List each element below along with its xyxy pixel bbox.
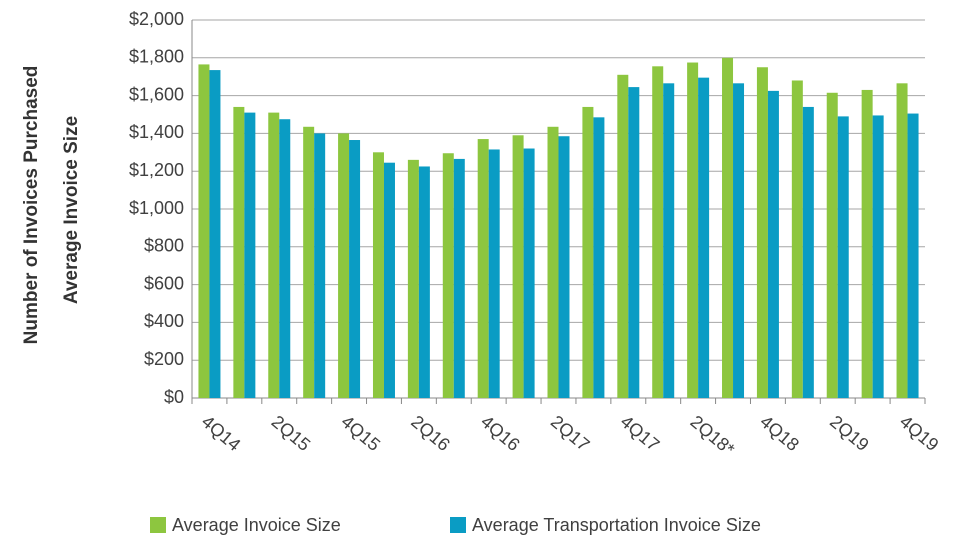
y-tick-label: $1,800 bbox=[129, 47, 184, 67]
legend-swatch bbox=[450, 517, 466, 533]
bar bbox=[512, 135, 524, 399]
y-tick-label: $0 bbox=[164, 387, 184, 407]
legend-swatch bbox=[150, 517, 166, 533]
bar bbox=[582, 106, 594, 398]
bar bbox=[628, 87, 640, 398]
y-tick-label: $1,000 bbox=[129, 198, 184, 218]
legend-label: Average Invoice Size bbox=[172, 515, 341, 535]
bar bbox=[453, 158, 465, 398]
bar bbox=[209, 70, 221, 399]
bar bbox=[268, 112, 280, 399]
y-axis-title: Number of Invoices Purchased bbox=[21, 66, 42, 345]
bar bbox=[872, 115, 884, 398]
x-tick-label: 2Q16 bbox=[407, 411, 454, 455]
x-tick-label: 2Q15 bbox=[268, 411, 315, 455]
y-tick-label: $1,600 bbox=[129, 84, 184, 104]
y-axis-title: Average Invoice Size bbox=[61, 116, 82, 304]
bar bbox=[407, 159, 419, 398]
bar bbox=[488, 149, 500, 398]
y-tick-label: $1,200 bbox=[129, 160, 184, 180]
bar bbox=[617, 74, 629, 398]
y-tick-label: $400 bbox=[144, 311, 184, 331]
bar bbox=[896, 83, 908, 398]
bar bbox=[687, 62, 699, 399]
bar bbox=[477, 139, 489, 398]
bar bbox=[279, 119, 291, 398]
x-tick-label: 4Q16 bbox=[477, 411, 524, 455]
bar bbox=[907, 113, 919, 399]
bar bbox=[826, 92, 838, 398]
bar bbox=[523, 148, 535, 398]
bar bbox=[837, 116, 849, 398]
bar bbox=[802, 106, 814, 398]
x-tick-label: 4Q19 bbox=[896, 411, 943, 455]
bar bbox=[418, 166, 430, 398]
bar bbox=[244, 112, 256, 399]
legend-label: Average Transportation Invoice Size bbox=[472, 515, 761, 535]
bar bbox=[663, 83, 675, 398]
x-tick-label: 4Q17 bbox=[617, 411, 664, 455]
x-tick-label: 4Q15 bbox=[337, 411, 384, 455]
bar bbox=[338, 133, 350, 398]
bar bbox=[198, 64, 210, 398]
y-tick-label: $800 bbox=[144, 236, 184, 256]
bar bbox=[442, 153, 454, 398]
bar bbox=[722, 57, 734, 399]
x-tick-label: 2Q19 bbox=[826, 411, 873, 455]
y-tick-label: $2,000 bbox=[129, 9, 184, 29]
bar bbox=[303, 126, 315, 398]
bar bbox=[547, 126, 559, 398]
y-tick-label: $200 bbox=[144, 349, 184, 369]
bar bbox=[372, 152, 384, 398]
x-tick-label: 2Q17 bbox=[547, 411, 594, 455]
bar bbox=[349, 140, 361, 398]
x-tick-label: 4Q18 bbox=[756, 411, 803, 455]
x-tick-label: 2Q18* bbox=[686, 411, 738, 459]
bar bbox=[698, 77, 710, 399]
bar bbox=[791, 80, 803, 398]
bar bbox=[733, 83, 745, 398]
y-tick-label: $600 bbox=[144, 273, 184, 293]
bar bbox=[767, 90, 779, 398]
bar bbox=[383, 162, 395, 398]
x-tick-label: 4Q14 bbox=[198, 411, 245, 455]
bar bbox=[756, 67, 768, 398]
y-tick-label: $1,400 bbox=[129, 122, 184, 142]
bar bbox=[861, 89, 873, 399]
bar bbox=[314, 133, 326, 398]
bar bbox=[593, 117, 605, 399]
bar bbox=[233, 106, 245, 398]
bar bbox=[652, 66, 664, 399]
bar bbox=[558, 136, 570, 399]
